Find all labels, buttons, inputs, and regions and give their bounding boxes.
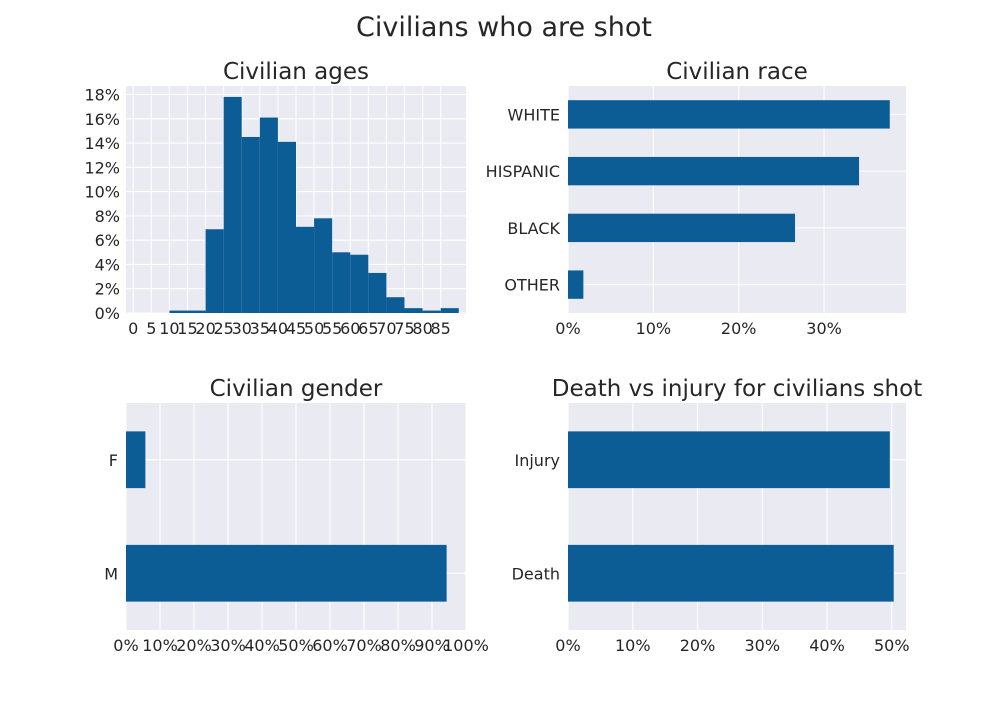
x-tick-label: 30% xyxy=(744,636,780,655)
chart-title: Civilian gender xyxy=(210,376,383,402)
x-tick-label: 5 xyxy=(146,319,156,338)
x-tick-label: 80 xyxy=(412,319,432,338)
bar xyxy=(568,156,860,186)
category-label: WHITE xyxy=(508,105,560,124)
histogram-bar xyxy=(422,310,441,313)
x-tick-label: 35 xyxy=(250,319,270,338)
x-tick-label: 60% xyxy=(312,636,348,655)
figure-title: Civilians who are shot xyxy=(356,12,652,43)
bar xyxy=(568,270,584,299)
histogram-bar xyxy=(368,272,387,313)
histogram-bar xyxy=(169,310,188,313)
x-tick-label: 60 xyxy=(340,319,360,338)
x-tick-label: 0% xyxy=(555,636,580,655)
histogram-bar xyxy=(223,96,242,313)
y-tick-label: 4% xyxy=(95,255,120,274)
bar xyxy=(568,431,890,489)
x-tick-label: 30% xyxy=(210,636,246,655)
x-tick-label: 10% xyxy=(142,636,178,655)
category-label: HISPANIC xyxy=(486,162,560,181)
x-tick-label: 0 xyxy=(128,319,138,338)
x-tick-label: 80% xyxy=(380,636,416,655)
histogram-bar xyxy=(187,310,206,313)
bar xyxy=(568,100,890,129)
category-label: BLACK xyxy=(507,219,560,238)
x-tick-label: 40 xyxy=(268,319,288,338)
x-tick-label: 100% xyxy=(443,636,489,655)
x-tick-label: 20% xyxy=(176,636,212,655)
bar xyxy=(126,544,447,602)
y-tick-label: 6% xyxy=(95,231,120,250)
bar xyxy=(568,213,796,243)
x-tick-label: 10 xyxy=(159,319,179,338)
category-label: Death xyxy=(512,564,560,583)
death-injury-bar-panel: Death vs injury for civilians shot Injury… xyxy=(512,376,923,655)
category-label: F xyxy=(109,451,118,470)
x-tick-label: 50% xyxy=(874,636,910,655)
x-tick-label: 30 xyxy=(232,319,252,338)
category-label: Injury xyxy=(515,451,561,470)
histogram-bar xyxy=(277,141,296,313)
y-tick-label: 0% xyxy=(95,304,120,323)
x-tick-label: 25 xyxy=(213,319,233,338)
y-tick-label: 16% xyxy=(84,110,120,129)
category-label: M xyxy=(104,564,118,583)
histogram-bar xyxy=(404,308,423,313)
race-bar-panel: Civilian race WHITE HISPANIC BLACK OTHER 0% 10… xyxy=(486,59,906,338)
x-tick-label: 0% xyxy=(113,636,138,655)
y-tick-label: 12% xyxy=(84,158,120,177)
x-tick-label: 55 xyxy=(322,319,342,338)
y-tick-label: 14% xyxy=(84,134,120,153)
chart-title: Civilian ages xyxy=(223,59,369,85)
x-tick-label: 70% xyxy=(346,636,382,655)
x-tick-label: 45 xyxy=(286,319,306,338)
histogram-bar xyxy=(296,226,315,313)
x-tick-label: 10% xyxy=(615,636,651,655)
x-tick-label: 50 xyxy=(304,319,324,338)
x-tick-label: 75 xyxy=(394,319,414,338)
x-tick-label: 70 xyxy=(376,319,396,338)
histogram-bar xyxy=(259,117,278,314)
y-tick-label: 8% xyxy=(95,207,120,226)
histogram-bar xyxy=(386,297,405,313)
bar xyxy=(568,544,894,602)
category-label: OTHER xyxy=(504,276,560,295)
x-tick-label: 0% xyxy=(555,319,580,338)
histogram-bar xyxy=(205,229,224,313)
histogram-bar xyxy=(241,136,260,313)
x-tick-label: 40% xyxy=(244,636,280,655)
x-tick-label: 90% xyxy=(414,636,450,655)
histogram-bar xyxy=(332,252,351,313)
x-tick-label: 15 xyxy=(177,319,197,338)
chart-title: Civilian race xyxy=(666,59,808,85)
histogram-bar xyxy=(314,218,333,313)
x-tick-label: 20% xyxy=(680,636,716,655)
x-tick-label: 65 xyxy=(358,319,378,338)
x-tick-label: 30% xyxy=(806,319,842,338)
x-tick-label: 40% xyxy=(809,636,845,655)
bar xyxy=(126,431,146,489)
y-tick-label: 2% xyxy=(95,280,120,299)
x-tick-label: 10% xyxy=(636,319,672,338)
chart-title: Death vs injury for civilians shot xyxy=(552,376,922,402)
histogram-bar xyxy=(350,254,369,313)
y-tick-label: 18% xyxy=(84,85,120,104)
x-tick-label: 50% xyxy=(278,636,314,655)
x-tick-label: 85 xyxy=(431,319,451,338)
x-tick-label: 20 xyxy=(195,319,215,338)
histogram-bar xyxy=(440,308,459,313)
y-tick-label: 10% xyxy=(84,183,120,202)
x-tick-label: 20% xyxy=(721,319,757,338)
gender-bar-panel: Civilian gender F M 0% 10%20%30%40%50%60%70%… xyxy=(104,376,489,655)
